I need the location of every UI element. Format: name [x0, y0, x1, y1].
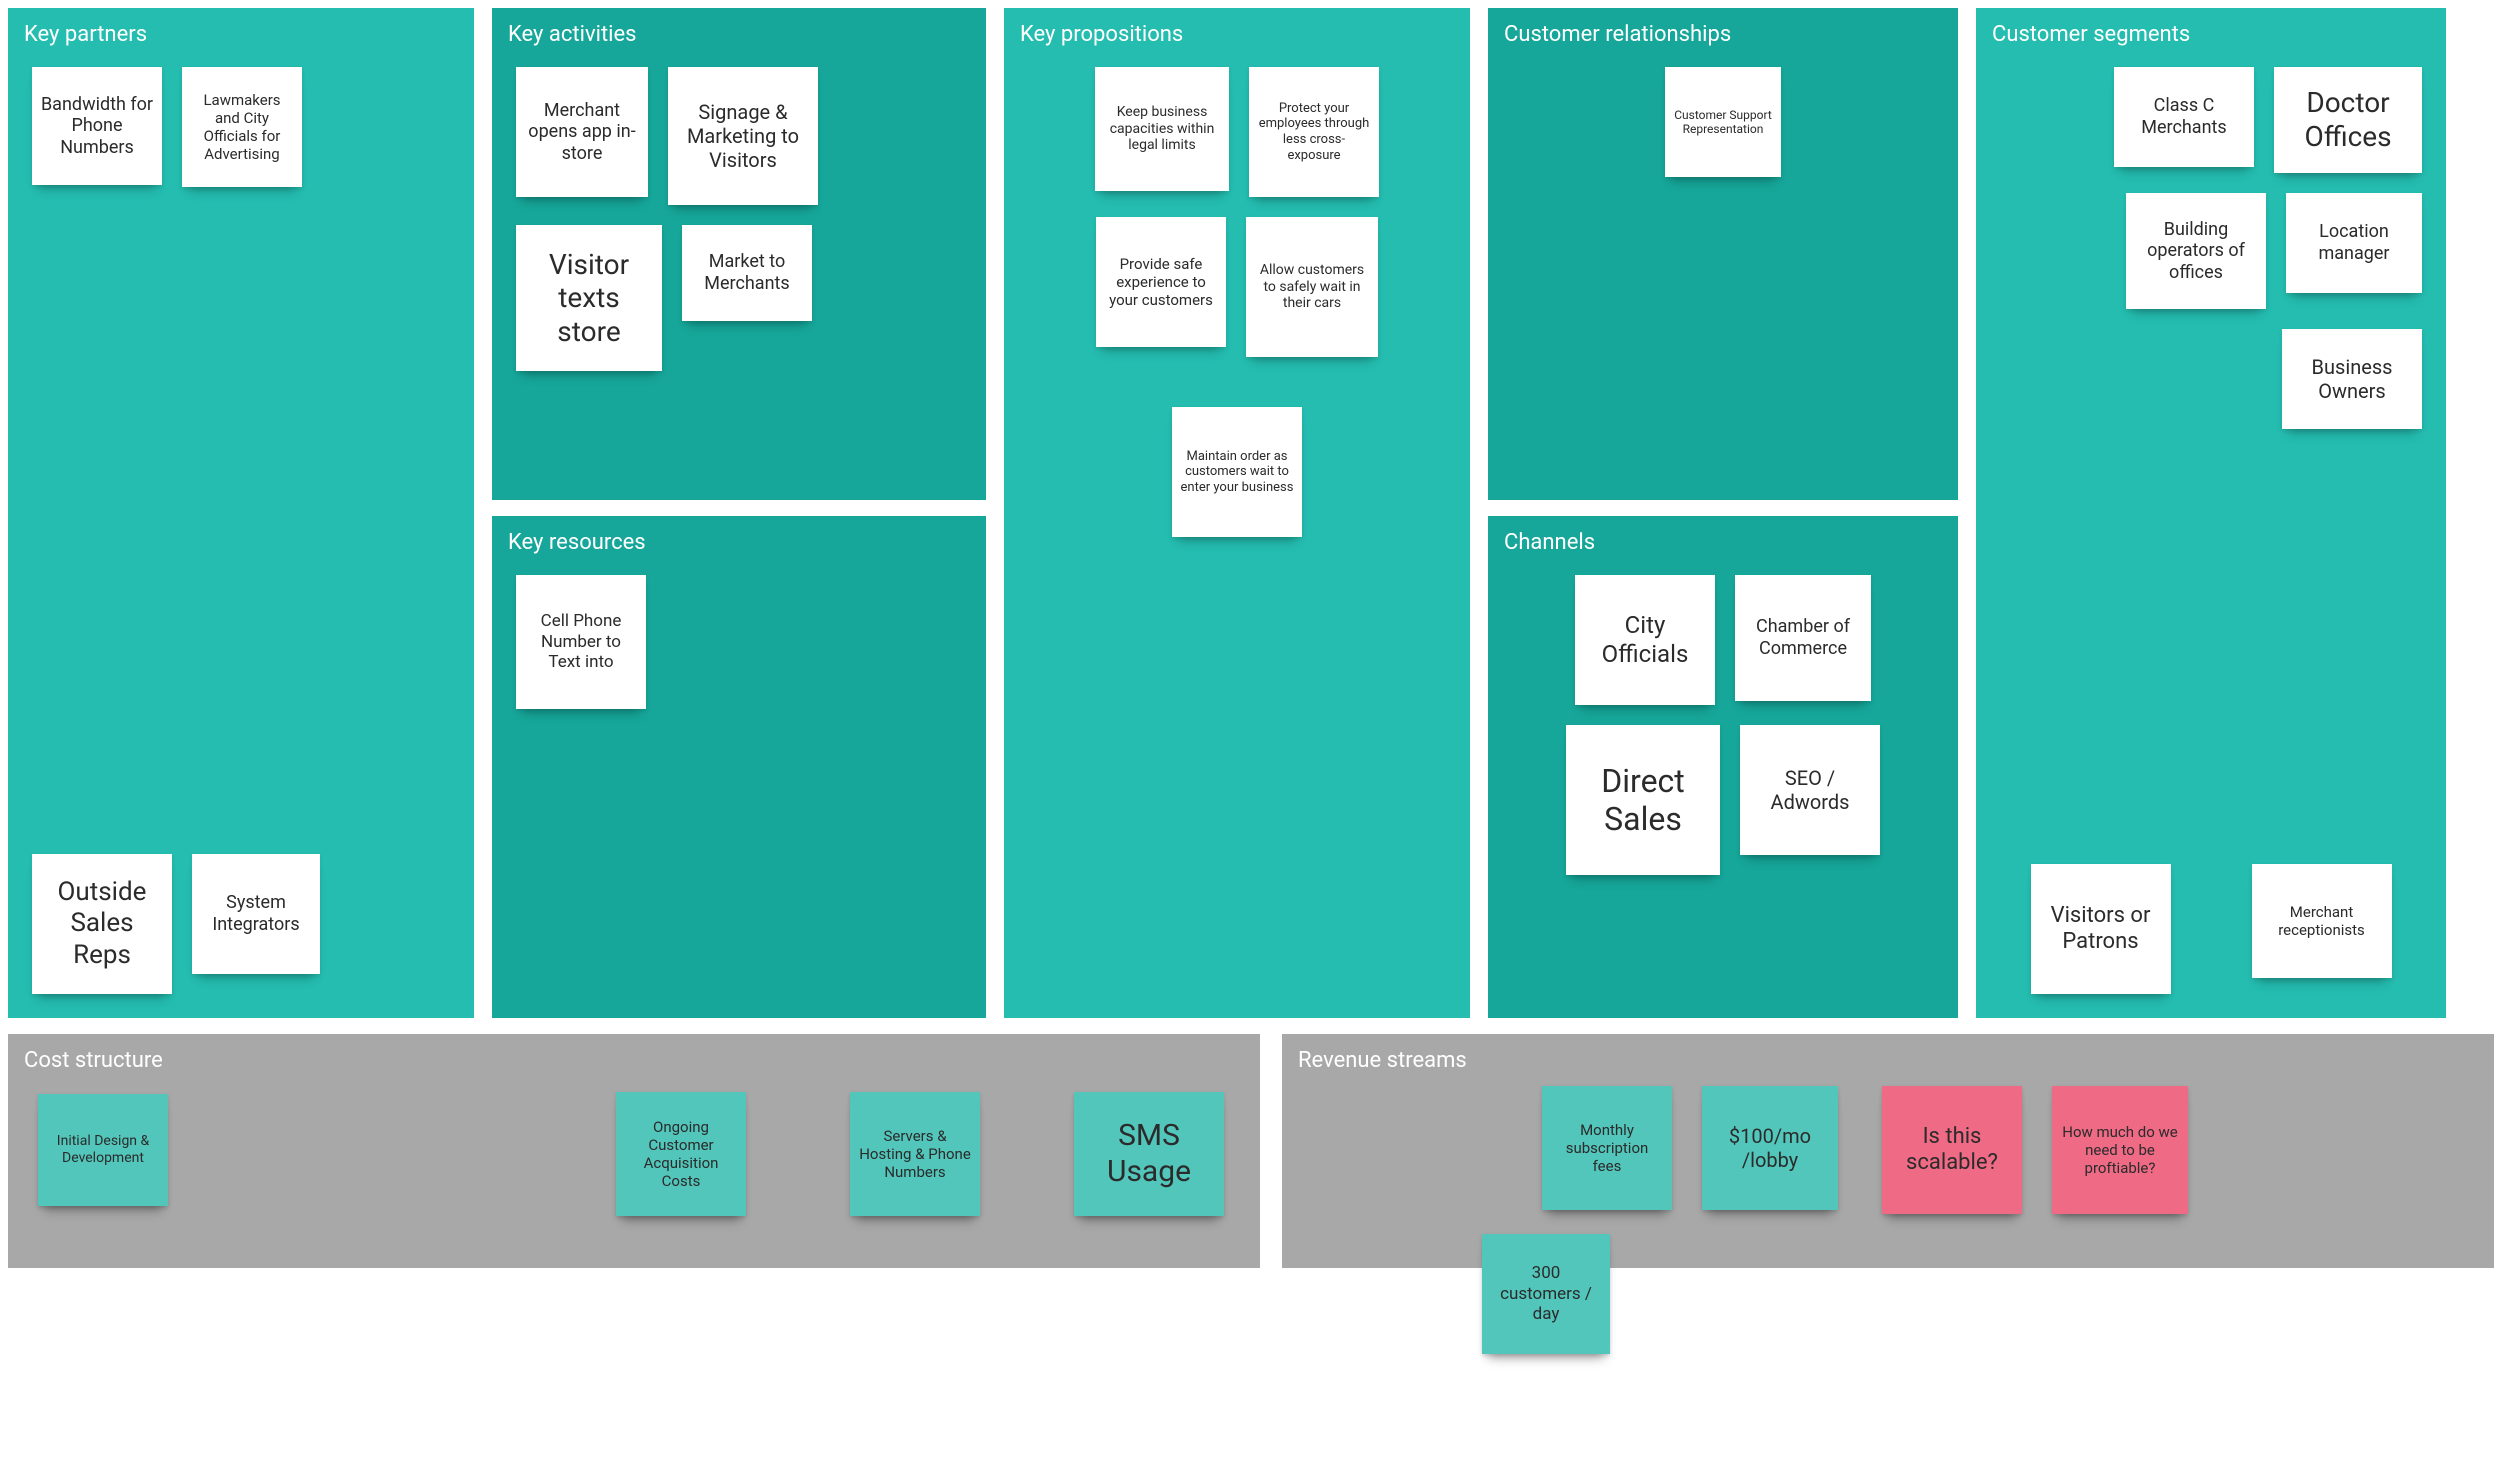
bottom-row: Cost structure Initial Design & Developm…	[8, 1034, 2494, 1268]
sticky-signage-marketing[interactable]: Signage & Marketing to Visitors	[668, 67, 818, 205]
sticky-how-much-profitable[interactable]: How much do we need to be proftiable?	[2052, 1086, 2188, 1214]
panel-channels: Channels City OfficialsChamber of Commer…	[1488, 516, 1958, 1018]
sticky-market-to-merchants[interactable]: Market to Merchants	[682, 225, 812, 321]
title-cost-structure: Cost structure	[24, 1048, 1244, 1073]
sticky-customer-support-rep[interactable]: Customer Support Representation	[1665, 67, 1781, 177]
sticky-seo-adwords[interactable]: SEO / Adwords	[1740, 725, 1880, 855]
sticky-cost-3[interactable]: SMS Usage	[1074, 1092, 1224, 1216]
stickies-key-resources: Cell Phone Number to Text into	[508, 565, 970, 719]
sticky-maintain-order[interactable]: Maintain order as customers wait to ente…	[1172, 407, 1302, 537]
panel-customer-relationships: Customer relationships Customer Support …	[1488, 8, 1958, 500]
sticky-merchant-receptionists[interactable]: Merchant receptionists	[2252, 864, 2392, 978]
stickies-key-partners-bottom: Outside Sales RepsSystem Integrators	[24, 844, 458, 1004]
panel-key-propositions: Key propositions Keep business capacitie…	[1004, 8, 1470, 1018]
stickies-key-partners-top: Bandwidth for Phone NumbersLawmakers and…	[24, 57, 458, 197]
sticky-location-manager[interactable]: Location manager	[2286, 193, 2422, 293]
stickies-customer-segments-bottom: Visitors or Patrons Merchant receptionist…	[1992, 854, 2430, 1004]
stickies-key-activities: Merchant opens app in-storeSignage & Mar…	[508, 57, 970, 381]
sticky-safe-experience[interactable]: Provide safe experience to your customer…	[1096, 217, 1226, 347]
col-relationships-channels: Customer relationships Customer Support …	[1488, 8, 1958, 1018]
title-revenue-streams: Revenue streams	[1298, 1048, 2478, 1073]
sticky-doctor-offices[interactable]: Doctor Offices	[2274, 67, 2422, 173]
sticky-100-mo-lobby[interactable]: $100/mo /lobby	[1702, 1086, 1838, 1210]
title-customer-segments: Customer segments	[1992, 22, 2430, 47]
sticky-bandwidth-phone[interactable]: Bandwidth for Phone Numbers	[32, 67, 162, 185]
sticky-cost-1[interactable]: Ongoing Customer Acquisition Costs	[616, 1092, 746, 1216]
top-row: Key partners Bandwidth for Phone Numbers…	[8, 8, 2494, 1018]
title-channels: Channels	[1504, 530, 1942, 555]
sticky-cost-0[interactable]: Initial Design & Development	[38, 1094, 168, 1206]
sticky-protect-employees[interactable]: Protect your employees through less cros…	[1249, 67, 1379, 197]
sticky-building-operators[interactable]: Building operators of offices	[2126, 193, 2266, 309]
panel-revenue-streams: Revenue streams Monthly subscription fee…	[1282, 1034, 2494, 1268]
sticky-system-integrators[interactable]: System Integrators	[192, 854, 320, 974]
panel-customer-segments: Customer segments Class C MerchantsDocto…	[1976, 8, 2446, 1018]
sticky-chamber-commerce[interactable]: Chamber of Commerce	[1735, 575, 1871, 701]
panel-key-resources: Key resources Cell Phone Number to Text …	[492, 516, 986, 1018]
sticky-direct-sales[interactable]: Direct Sales	[1566, 725, 1720, 875]
panel-key-activities: Key activities Merchant opens app in-sto…	[492, 8, 986, 500]
stickies-customer-segments-top: Class C MerchantsDoctor OfficesBuilding …	[1992, 57, 2430, 439]
sticky-monthly-sub[interactable]: Monthly subscription fees	[1542, 1086, 1672, 1210]
sticky-merchant-opens-app[interactable]: Merchant opens app in-store	[516, 67, 648, 197]
title-customer-relationships: Customer relationships	[1504, 22, 1942, 47]
stickies-key-propositions: Keep business capacities within legal li…	[1020, 57, 1454, 547]
sticky-lawmakers-officials[interactable]: Lawmakers and City Officials for Adverti…	[182, 67, 302, 187]
title-key-propositions: Key propositions	[1020, 22, 1454, 47]
sticky-wait-in-cars[interactable]: Allow customers to safely wait in their …	[1246, 217, 1378, 357]
col-activities-resources: Key activities Merchant opens app in-sto…	[492, 8, 986, 1018]
sticky-visitor-texts-store[interactable]: Visitor texts store	[516, 225, 662, 371]
title-key-activities: Key activities	[508, 22, 970, 47]
sticky-300-customers-day[interactable]: 300 customers / day	[1482, 1234, 1610, 1354]
sticky-legal-limits[interactable]: Keep business capacities within legal li…	[1095, 67, 1229, 191]
stickies-customer-relationships: Customer Support Representation	[1504, 57, 1942, 187]
sticky-business-owners[interactable]: Business Owners	[2282, 329, 2422, 429]
panel-key-partners: Key partners Bandwidth for Phone Numbers…	[8, 8, 474, 1018]
sticky-outside-sales-reps[interactable]: Outside Sales Reps	[32, 854, 172, 994]
title-key-resources: Key resources	[508, 530, 970, 555]
sticky-visitors-patrons[interactable]: Visitors or Patrons	[2031, 864, 2171, 994]
sticky-is-scalable[interactable]: Is this scalable?	[1882, 1086, 2022, 1214]
panel-cost-structure: Cost structure Initial Design & Developm…	[8, 1034, 1260, 1268]
business-model-canvas: Key partners Bandwidth for Phone Numbers…	[8, 8, 2494, 1268]
sticky-cell-phone-number[interactable]: Cell Phone Number to Text into	[516, 575, 646, 709]
sticky-cost-2[interactable]: Servers & Hosting & Phone Numbers	[850, 1092, 980, 1216]
title-key-partners: Key partners	[24, 22, 458, 47]
sticky-class-c-merchants[interactable]: Class C Merchants	[2114, 67, 2254, 167]
sticky-city-officials[interactable]: City Officials	[1575, 575, 1715, 705]
stickies-channels: City OfficialsChamber of CommerceDirect …	[1504, 565, 1942, 885]
